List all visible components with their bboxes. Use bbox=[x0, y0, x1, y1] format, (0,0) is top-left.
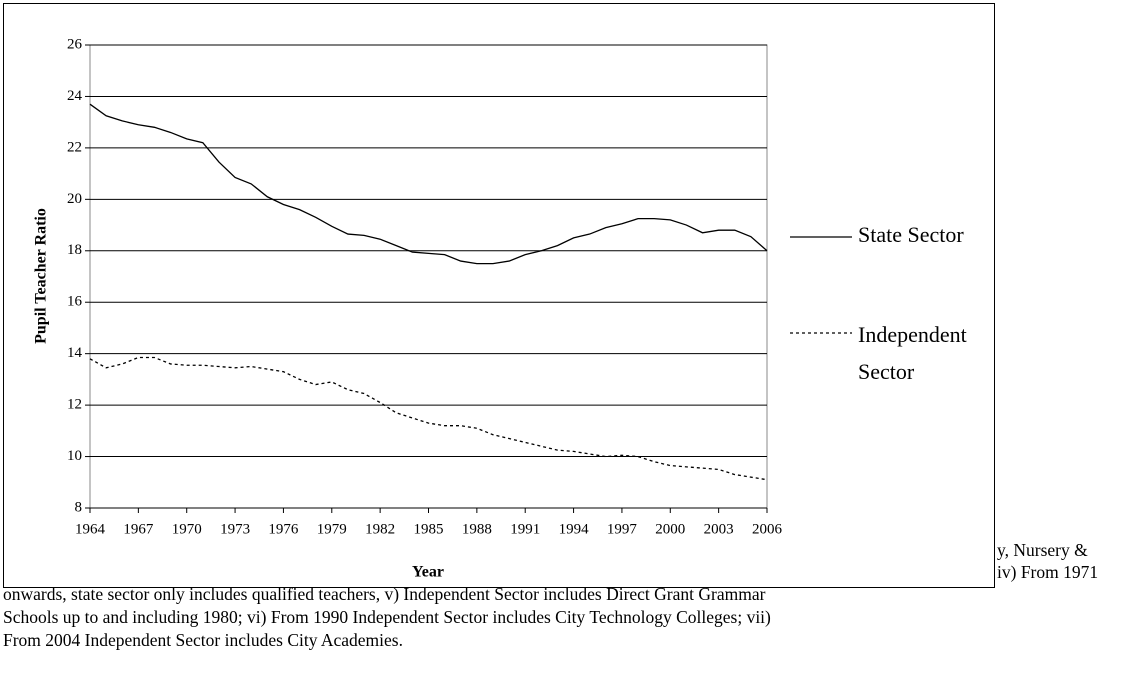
x-tick-label: 1973 bbox=[220, 521, 250, 537]
note-line: Schools up to and including 1980; vi) Fr… bbox=[3, 607, 771, 627]
x-tick-label: 2006 bbox=[752, 521, 783, 537]
y-tick-label: 20 bbox=[67, 191, 82, 207]
note: N S y, Nursery & iv) From 1971 onwards, … bbox=[3, 540, 1098, 650]
x-tick-label: 1979 bbox=[317, 521, 347, 537]
x-tick-label: 1964 bbox=[75, 521, 106, 537]
y-tick-label: 18 bbox=[67, 242, 82, 258]
x-tick-label: 1997 bbox=[607, 521, 638, 537]
y-tick-label: 16 bbox=[67, 294, 83, 310]
x-tick-label: 2003 bbox=[704, 521, 734, 537]
y-tick-label: 10 bbox=[67, 448, 82, 464]
series-line bbox=[89, 103, 768, 265]
y-axis-title: Pupil Teacher Ratio bbox=[33, 208, 50, 344]
series-line bbox=[89, 356, 768, 481]
note-fragment: y, Nursery & bbox=[997, 540, 1088, 560]
legend-label: State Sector bbox=[858, 222, 964, 247]
x-tick-label: 1991 bbox=[510, 521, 540, 537]
chart-frame bbox=[3, 3, 995, 588]
y-tick-label: 22 bbox=[67, 139, 82, 155]
x-tick-label: 2000 bbox=[655, 521, 685, 537]
x-tick-label: 1967 bbox=[123, 521, 154, 537]
x-axis-title: Year bbox=[412, 564, 444, 581]
x-tick-label: 1970 bbox=[172, 521, 202, 537]
legend-label: Independent Sector bbox=[858, 322, 967, 384]
y-tick-label: 12 bbox=[67, 397, 82, 413]
y-tick-label: 26 bbox=[67, 36, 83, 52]
note-line: From 2004 Independent Sector includes Ci… bbox=[3, 630, 403, 650]
note-line: onwards, state sector only includes qual… bbox=[3, 584, 766, 604]
x-tick-label: 1994 bbox=[559, 521, 590, 537]
note-fragment: iv) From 1971 bbox=[997, 562, 1098, 582]
y-tick-label: 14 bbox=[67, 345, 83, 361]
x-tick-label: 1982 bbox=[365, 521, 395, 537]
x-tick-label: 1988 bbox=[462, 521, 492, 537]
x-tick-label: 1985 bbox=[414, 521, 444, 537]
y-tick-label: 8 bbox=[75, 499, 83, 515]
y-tick-label: 24 bbox=[67, 88, 83, 104]
x-tick-label: 1976 bbox=[268, 521, 299, 537]
